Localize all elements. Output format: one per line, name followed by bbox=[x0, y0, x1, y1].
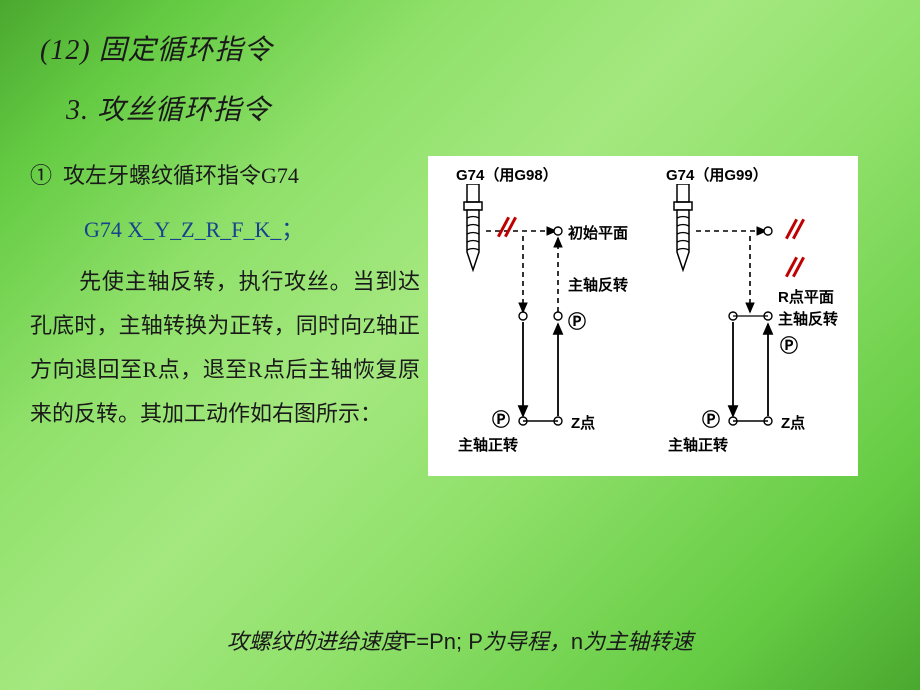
label-initial-plane: 初始平面 bbox=[568, 222, 628, 243]
item-paragraph-text: 先使主轴反转，执行攻丝。当到达孔底时，主轴转换为正转，同时向Z轴正方向退回至R点… bbox=[30, 269, 420, 426]
label-spindle-forward-right: 主轴正转 bbox=[668, 434, 728, 455]
subsection-title: 攻丝循环指令 bbox=[97, 95, 271, 126]
item-paragraph: 先使主轴反转，执行攻丝。当到达孔底时，主轴转换为正转，同时向Z轴正方向退回至R点… bbox=[30, 260, 420, 436]
footer-mid: 为导程， bbox=[483, 629, 571, 654]
label-p-right-left: Ⓟ bbox=[568, 308, 586, 334]
subsection-heading: 3. 攻丝循环指令 bbox=[66, 88, 890, 128]
label-p-right-right: Ⓟ bbox=[780, 332, 798, 358]
red-slash-mark bbox=[498, 216, 520, 238]
label-spindle-reverse-left: 主轴反转 bbox=[568, 274, 628, 295]
content-row: ① 攻左牙螺纹循环指令G74 G74 X_Y_Z_R_F_K_； 先使主轴反转，… bbox=[30, 154, 890, 476]
label-r-plane: R点平面 bbox=[778, 286, 834, 307]
label-spindle-reverse-right: 主轴反转 bbox=[778, 308, 838, 329]
footer-prefix: 攻螺纹的进给速度 bbox=[227, 629, 403, 654]
section-heading: (12) 固定循环指令 bbox=[40, 28, 890, 68]
label-p-left-left: Ⓟ bbox=[492, 406, 510, 432]
red-slash-mark bbox=[786, 256, 808, 278]
footer-var2: n bbox=[571, 629, 583, 654]
diagram-left-svg bbox=[428, 156, 648, 476]
item-heading: ① 攻左牙螺纹循环指令G74 bbox=[30, 154, 420, 198]
footer-suffix: 为主轴转速 bbox=[583, 629, 693, 654]
footer-formula: F=Pn; P bbox=[403, 629, 483, 654]
slide-root: (12) 固定循环指令 3. 攻丝循环指令 ① 攻左牙螺纹循环指令G74 G74… bbox=[0, 0, 920, 690]
code-line: G74 X_Y_Z_R_F_K_； bbox=[84, 208, 420, 252]
footer-note: 攻螺纹的进给速度F=Pn; P为导程，n为主轴转速 bbox=[0, 624, 920, 656]
label-spindle-forward-left: 主轴正转 bbox=[458, 434, 518, 455]
item-bullet: ① bbox=[30, 163, 52, 188]
diagram-column: G74（用G98） G74（用G99） bbox=[428, 154, 890, 476]
g74-diagram: G74（用G98） G74（用G99） bbox=[428, 156, 858, 476]
section-number: (12) bbox=[40, 35, 91, 66]
label-z-point-right: Z点 bbox=[781, 412, 805, 433]
subsection-number: 3. bbox=[66, 95, 89, 126]
label-z-point-left: Z点 bbox=[571, 412, 595, 433]
label-p-left-right: Ⓟ bbox=[702, 406, 720, 432]
item-title: 攻左牙螺纹循环指令G74 bbox=[63, 163, 299, 188]
section-title: 固定循环指令 bbox=[99, 35, 273, 66]
text-column: ① 攻左牙螺纹循环指令G74 G74 X_Y_Z_R_F_K_； 先使主轴反转，… bbox=[30, 154, 420, 436]
red-slash-mark bbox=[786, 218, 808, 240]
